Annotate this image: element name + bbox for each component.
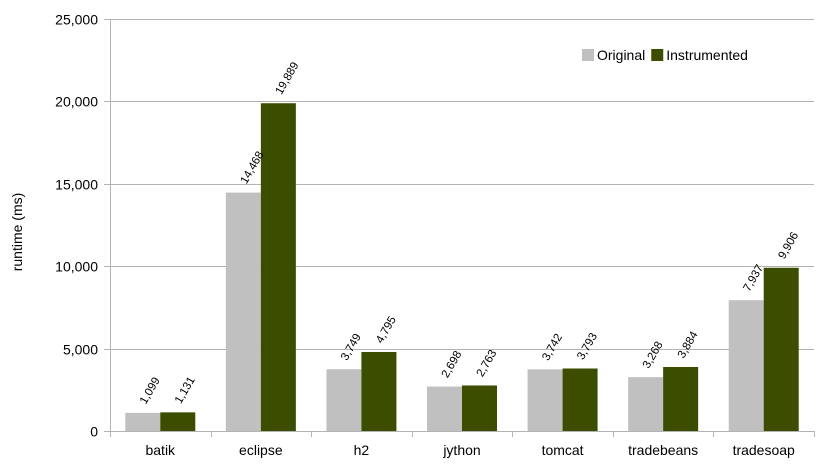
axes: 0 5,000 10,000 15,000 20,000 25,000 batik eclip… xyxy=(55,12,815,458)
bar-instrumented-eclipse xyxy=(260,103,296,431)
data-label-instrumented: 3,793 xyxy=(575,331,600,362)
x-category-label: h2 xyxy=(354,442,370,458)
x-category-label: eclipse xyxy=(239,442,283,458)
legend-label-instrumented: Instrumented xyxy=(666,47,748,63)
bar-original-batik xyxy=(125,412,161,431)
bars xyxy=(125,103,799,431)
data-label-original: 7,937 xyxy=(741,263,766,294)
y-tick-label: 15,000 xyxy=(55,177,98,193)
bar-original-eclipse xyxy=(225,192,261,431)
bar-original-tomcat xyxy=(527,369,563,431)
data-label-original: 3,749 xyxy=(339,332,364,363)
y-axis-title: runtime (ms) xyxy=(9,193,25,272)
bar-original-tradebeans xyxy=(628,377,664,431)
bar-original-tradesoap xyxy=(728,300,764,431)
data-label-instrumented: 2,763 xyxy=(475,348,500,379)
legend-label-original: Original xyxy=(597,47,645,63)
y-tick-label: 0 xyxy=(90,424,98,440)
data-label-instrumented: 19,889 xyxy=(274,60,302,96)
data-label-instrumented: 1,131 xyxy=(173,375,198,406)
bar-instrumented-h2 xyxy=(361,351,397,431)
legend-swatch-original xyxy=(582,49,594,61)
bar-original-jython xyxy=(427,386,462,431)
bar-instrumented-tradebeans xyxy=(663,366,699,431)
data-label-instrumented: 9,906 xyxy=(776,230,801,261)
legend-swatch-instrumented xyxy=(651,49,664,61)
data-label-instrumented: 4,795 xyxy=(374,315,399,346)
bar-instrumented-jython xyxy=(462,385,497,431)
x-category-label: tomcat xyxy=(542,442,584,458)
bar-instrumented-tradesoap xyxy=(763,267,799,431)
bar-original-h2 xyxy=(326,369,362,431)
x-category-label: tradebeans xyxy=(628,442,698,458)
x-category-label: tradesoap xyxy=(733,442,795,458)
x-category-label: jython xyxy=(442,442,480,458)
y-tick-label: 25,000 xyxy=(55,12,98,28)
bar-instrumented-batik xyxy=(160,412,196,431)
legend: Original Instrumented xyxy=(582,47,748,63)
x-category-label: batik xyxy=(145,442,176,458)
data-label-original: 2,698 xyxy=(440,349,465,380)
y-tick-label: 20,000 xyxy=(55,94,98,110)
data-label-instrumented: 3,884 xyxy=(676,329,701,360)
data-label-original: 3,742 xyxy=(540,332,565,363)
data-label-original: 1,099 xyxy=(138,375,163,406)
data-label-original: 3,268 xyxy=(641,340,666,371)
bar-instrumented-tomcat xyxy=(562,368,598,431)
y-tick-label: 10,000 xyxy=(55,259,98,275)
gridlines xyxy=(110,19,814,350)
y-tick-label: 5,000 xyxy=(63,342,98,358)
